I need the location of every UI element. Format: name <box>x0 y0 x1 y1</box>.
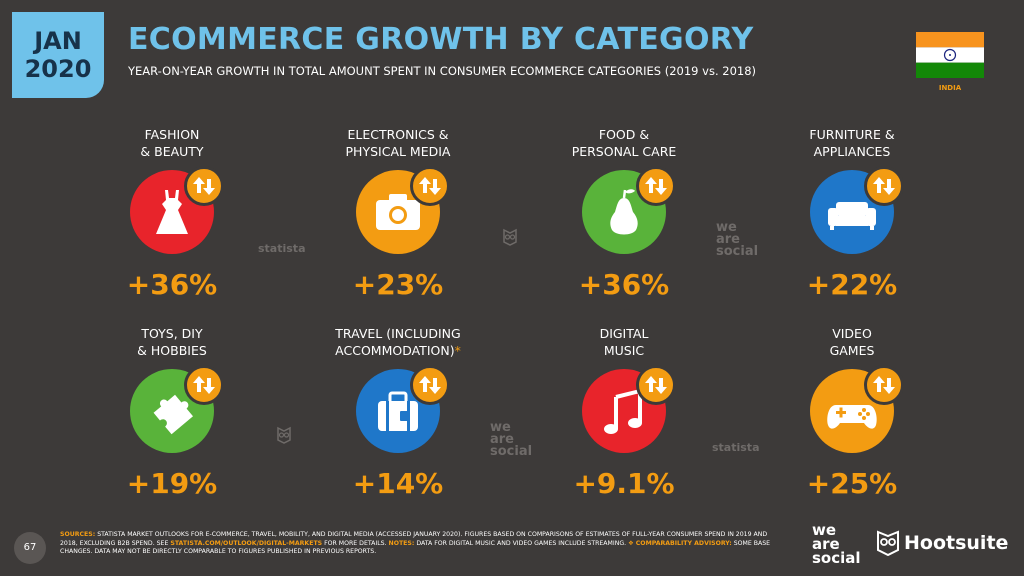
growth-badge <box>410 166 450 206</box>
category-label: TOYS, DIY & HOBBIES <box>137 326 207 358</box>
page-subtitle: YEAR-ON-YEAR GROWTH IN TOTAL AMOUNT SPEN… <box>128 64 757 78</box>
wearesocial-logo: we are social <box>812 521 861 567</box>
category-label: FASHION & BEAUTY <box>140 127 204 159</box>
growth-badge <box>864 365 904 405</box>
dress-icon <box>156 190 188 234</box>
date-month: JAN <box>34 27 82 55</box>
up-down-arrows-icon <box>645 376 667 394</box>
india-flag-icon <box>916 32 984 78</box>
up-down-arrows-icon <box>193 376 215 394</box>
puzzle-icon <box>153 394 194 435</box>
up-down-arrows-icon <box>193 177 215 195</box>
owl-watermark-icon <box>277 426 291 444</box>
sofa-icon <box>828 202 876 230</box>
camera-icon <box>376 194 420 230</box>
category-electronics-physical-media: ELECTRONICS & PHYSICAL MEDIA +23% <box>298 126 498 301</box>
sources-link[interactable]: STATISTA.COM/OUTLOOK/DIGITAL-MARKETS <box>170 539 323 547</box>
statista-watermark: statista <box>258 242 306 255</box>
growth-badge <box>864 166 904 206</box>
up-down-arrows-icon <box>873 177 895 195</box>
category-video-games: VIDEO GAMES +25% <box>752 325 952 500</box>
gamepad-icon <box>827 405 877 429</box>
wearesocial-watermark: we are social <box>490 420 533 459</box>
date-badge: JAN 2020 <box>12 12 104 98</box>
category-travel: TRAVEL (INCLUDING ACCOMMODATION)* +14% <box>298 325 498 500</box>
hootsuite-logo: Hootsuite <box>876 530 1008 556</box>
page-title: ECOMMERCE GROWTH BY CATEGORY <box>128 22 754 57</box>
category-furniture-appliances: FURNITURE & APPLIANCES +22% <box>752 126 952 301</box>
owl-watermark-icon <box>503 228 517 246</box>
growth-value: +36% <box>126 268 218 301</box>
growth-badge <box>184 365 224 405</box>
up-down-arrows-icon <box>419 177 441 195</box>
category-label: ELECTRONICS & PHYSICAL MEDIA <box>345 127 451 159</box>
category-label: FOOD & PERSONAL CARE <box>571 127 677 159</box>
up-down-arrows-icon <box>645 177 667 195</box>
category-fashion-beauty: FASHION & BEAUTY +36% <box>72 126 272 301</box>
growth-badge <box>636 166 676 206</box>
sources-footnote: SOURCES: STATISTA MARKET OUTLOOKS FOR E-… <box>60 531 771 555</box>
country-label: INDIA <box>938 84 962 92</box>
date-year: 2020 <box>24 55 92 83</box>
category-label: DIGITAL MUSIC <box>599 326 649 358</box>
category-label: FURNITURE & APPLIANCES <box>809 127 895 159</box>
category-food-personal-care: FOOD & PERSONAL CARE +36% <box>524 126 724 301</box>
category-toys-diy-hobbies: TOYS, DIY & HOBBIES +19% <box>72 325 272 500</box>
growth-badge <box>636 365 676 405</box>
wearesocial-watermark: we are social <box>716 220 759 259</box>
category-digital-music: DIGITAL MUSIC +9.1% <box>524 325 724 500</box>
growth-badge <box>184 166 224 206</box>
up-down-arrows-icon <box>873 376 895 394</box>
growth-value: +19% <box>126 467 218 500</box>
growth-value: +9.1% <box>573 467 675 500</box>
statista-watermark: statista <box>712 441 760 454</box>
footnote-asterisk: * <box>454 343 461 358</box>
growth-badge <box>410 365 450 405</box>
category-circle <box>130 369 214 453</box>
hootsuite-owl-icon <box>877 530 899 556</box>
growth-value: +14% <box>352 467 444 500</box>
category-label: VIDEO GAMES <box>829 326 875 358</box>
page-number: 67 <box>14 532 46 564</box>
growth-value: +22% <box>806 268 898 301</box>
suitcase-icon <box>378 391 418 431</box>
growth-value: +36% <box>578 268 670 301</box>
pear-icon <box>610 189 638 235</box>
growth-value: +23% <box>352 268 444 301</box>
growth-value: +25% <box>806 467 898 500</box>
category-label: TRAVEL (INCLUDING ACCOMMODATION)* <box>335 326 461 358</box>
up-down-arrows-icon <box>419 376 441 394</box>
